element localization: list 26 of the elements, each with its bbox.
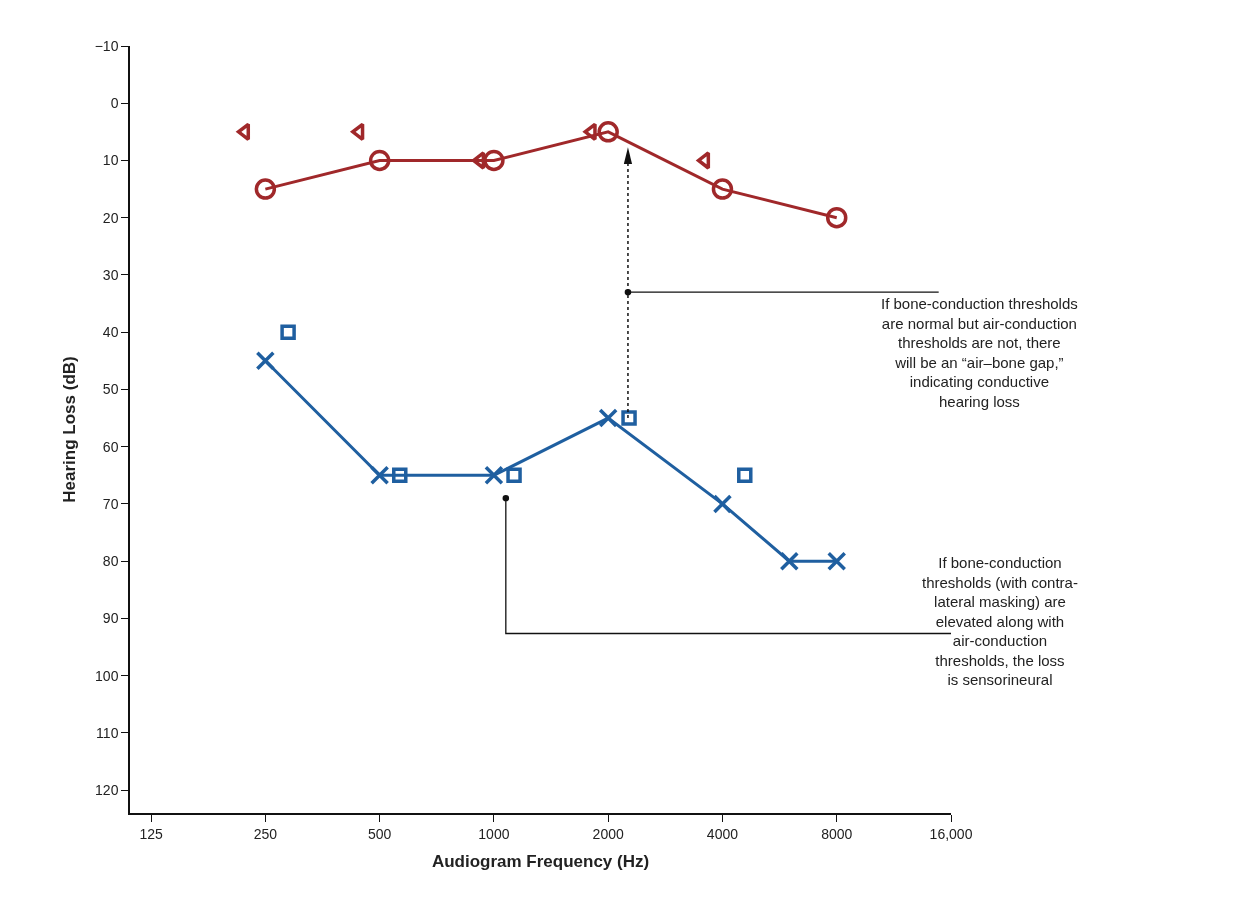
- x-tick-label: 4000: [706, 825, 739, 842]
- annotation: If bone-conduction thresholds are normal but air-conduction thresholds are not, there will be an “air–bone gap,” indicating conductive hearing loss: [881, 295, 1078, 410]
- y-tick-label: 50: [102, 381, 119, 398]
- x-tick-label: 1000: [478, 825, 510, 842]
- x-tick-label: 8000: [821, 825, 853, 842]
- y-tick-label: 10: [102, 152, 119, 169]
- x-axis-title: Audiogram Frequency (Hz): [431, 852, 650, 872]
- y-tick-label: 30: [102, 266, 119, 283]
- y-tick-label: 70: [102, 495, 119, 512]
- y-tick-label: 0: [110, 95, 119, 112]
- y-tick-label: 120: [95, 782, 119, 798]
- y-tick-label: 40: [102, 324, 119, 341]
- y-tick-label: 110: [96, 724, 119, 741]
- x-tick-label: 16,000: [929, 825, 973, 842]
- x-tick-label: 500: [367, 825, 392, 842]
- y-axis-title: Hearing Loss (dB): [59, 356, 79, 503]
- y-tick-label: 20: [102, 209, 119, 226]
- y-tick-label: 80: [102, 553, 119, 570]
- y-tick-label: 100: [95, 667, 119, 684]
- y-tick-label: 60: [102, 438, 119, 455]
- x-tick-label: 2000: [592, 825, 624, 842]
- y-tick-label: −10: [94, 37, 119, 54]
- annotation: If bone-conduction thresholds (with contra- lateral masking) are elevated along with air-conduction thresholds, the loss is sensorineural: [922, 554, 1078, 688]
- x-tick-label: 125: [139, 825, 163, 842]
- x-tick-label: 250: [253, 825, 278, 842]
- y-tick-label: 90: [102, 610, 119, 627]
